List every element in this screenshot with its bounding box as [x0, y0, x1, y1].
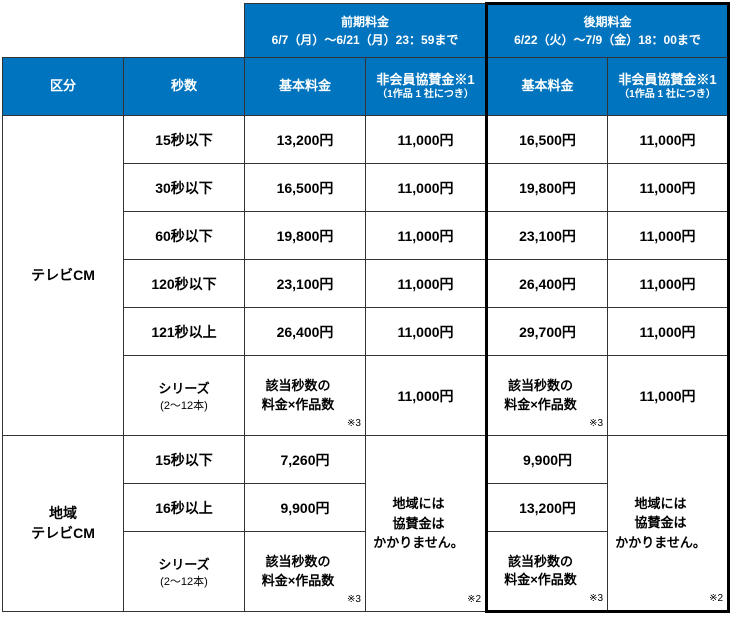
note-3: ※3: [589, 417, 603, 431]
region-note-p2: 地域には 協賛金は かかりません。 ※2: [608, 436, 729, 612]
series-fee-p1: 該当秒数の 料金×作品数 ※3: [245, 532, 366, 612]
seconds-cell: 15秒以下: [124, 436, 245, 484]
price-cell: 23,100円: [245, 260, 366, 308]
seconds-cell: 121秒以上: [124, 308, 245, 356]
seconds-cell: 120秒以下: [124, 260, 245, 308]
seconds-series: シリーズ (2～12本): [124, 356, 245, 436]
category-tvcm: テレビCM: [3, 116, 124, 436]
seconds-cell: 15秒以下: [124, 116, 245, 164]
price-cell: 13,200円: [487, 484, 608, 532]
price-cell: 11,000円: [608, 260, 729, 308]
category-region-tvcm: 地域 テレビCM: [3, 436, 124, 612]
pricing-table: 前期料金 6/7（月）～6/21（月）23：59まで 後期料金 6/22（火）～…: [2, 2, 730, 613]
price-cell: 13,200円: [245, 116, 366, 164]
region-note-p1: 地域には 協賛金は かかりません。 ※2: [366, 436, 487, 612]
price-cell: 19,800円: [487, 164, 608, 212]
period2-header: 後期料金 6/22（火）～7/9（金）18：00まで: [487, 4, 729, 58]
header-seconds: 秒数: [124, 58, 245, 116]
nonmember-sub: （1作品 1 社につき）: [366, 88, 485, 101]
empty-corner: [3, 4, 245, 58]
nonmember-label: 非会員協賛金※1: [376, 72, 474, 87]
header-nonmember-p2: 非会員協賛金※1 （1作品 1 社につき）: [608, 58, 729, 116]
seconds-cell: 30秒以下: [124, 164, 245, 212]
price-cell: 26,400円: [245, 308, 366, 356]
period1-range: 6/7（月）～6/21（月）23：59まで: [272, 33, 459, 47]
note-3: ※3: [347, 417, 361, 431]
note-2: ※2: [467, 592, 481, 607]
header-nonmember-p1: 非会員協賛金※1 （1作品 1 社につき）: [366, 58, 487, 116]
series-sub: (2～12本): [124, 573, 244, 589]
price-cell: 11,000円: [366, 356, 487, 436]
price-cell: 11,000円: [608, 308, 729, 356]
note-2: ※2: [709, 591, 723, 606]
price-cell: 11,000円: [608, 116, 729, 164]
price-cell: 16,500円: [245, 164, 366, 212]
period1-title: 前期料金: [341, 15, 389, 29]
price-cell: 16,500円: [487, 116, 608, 164]
nonmember-sub: （1作品 1 社につき）: [608, 88, 727, 101]
price-cell: 11,000円: [366, 116, 487, 164]
price-cell: 11,000円: [366, 212, 487, 260]
price-cell: 19,800円: [245, 212, 366, 260]
period2-title: 後期料金: [584, 15, 632, 29]
seconds-cell: 60秒以下: [124, 212, 245, 260]
price-cell: 9,900円: [487, 436, 608, 484]
price-cell: 11,000円: [366, 308, 487, 356]
header-category: 区分: [3, 58, 124, 116]
price-cell: 29,700円: [487, 308, 608, 356]
price-cell: 23,100円: [487, 212, 608, 260]
series-fee-p2: 該当秒数の 料金×作品数 ※3: [487, 356, 608, 436]
price-cell: 9,900円: [245, 484, 366, 532]
period1-header: 前期料金 6/7（月）～6/21（月）23：59まで: [245, 4, 487, 58]
price-cell: 11,000円: [366, 260, 487, 308]
note-3: ※3: [589, 592, 603, 606]
series-fee-p1: 該当秒数の 料金×作品数 ※3: [245, 356, 366, 436]
series-sub: (2～12本): [124, 397, 244, 413]
series-fee-p2: 該当秒数の 料金×作品数 ※3: [487, 532, 608, 612]
price-cell: 7,260円: [245, 436, 366, 484]
nonmember-label: 非会員協賛金※1: [618, 72, 716, 87]
price-cell: 11,000円: [366, 164, 487, 212]
price-cell: 11,000円: [608, 356, 729, 436]
series-label: シリーズ: [158, 557, 209, 572]
price-cell: 26,400円: [487, 260, 608, 308]
note-3: ※3: [347, 593, 361, 607]
price-cell: 11,000円: [608, 212, 729, 260]
header-base-p2: 基本料金: [487, 58, 608, 116]
seconds-series: シリーズ (2～12本): [124, 532, 245, 612]
seconds-cell: 16秒以上: [124, 484, 245, 532]
series-label: シリーズ: [158, 381, 209, 396]
price-cell: 11,000円: [608, 164, 729, 212]
header-base-p1: 基本料金: [245, 58, 366, 116]
period2-range: 6/22（火）～7/9（金）18：00まで: [514, 33, 701, 47]
